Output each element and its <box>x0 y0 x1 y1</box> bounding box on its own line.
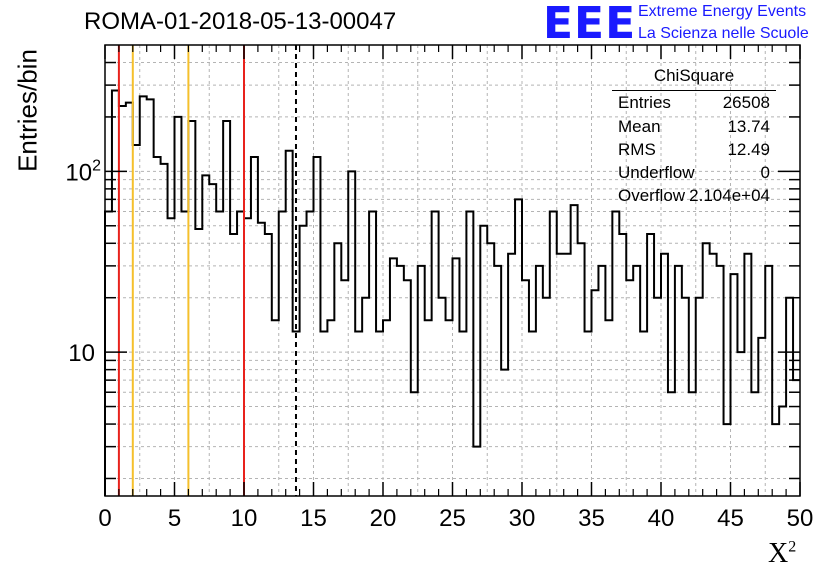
y-tick-label: 10 <box>68 340 95 367</box>
reference-lines <box>117 45 297 496</box>
x-tick-label: 10 <box>231 505 258 532</box>
stats-value: 26508 <box>722 93 770 112</box>
x-tick-label: 50 <box>787 505 814 532</box>
x-tick-label: 0 <box>98 505 111 532</box>
stats-value: 2.104e+04 <box>689 186 770 205</box>
x-tick-label: 25 <box>439 505 466 532</box>
eee-logo: EEE <box>543 0 637 49</box>
histogram-outline <box>104 89 800 496</box>
y-tick-label: 102 <box>65 157 101 186</box>
stats-key: Mean <box>618 117 661 136</box>
stats-value: 12.49 <box>727 140 770 159</box>
x-tick-label: 15 <box>300 505 327 532</box>
stats-key: Underflow <box>618 163 695 182</box>
axis-ticks: 0 5 10 15 20 25 30 35 40 45 50 10 102 <box>65 45 813 532</box>
y-axis-label: Entries/bin <box>12 49 43 172</box>
stats-separator <box>612 90 776 91</box>
logo-caption-2: La Scienza nelle Scuole <box>638 25 809 42</box>
histogram-bars <box>104 89 800 496</box>
x-tick-label: 35 <box>578 505 605 532</box>
x-tick-label: 5 <box>168 505 181 532</box>
stats-value: 13.74 <box>727 117 770 136</box>
stats-key: Overflow <box>618 186 686 205</box>
stats-key: RMS <box>618 140 656 159</box>
x-tick-label: 40 <box>648 505 675 532</box>
x-axis-label: X2 <box>768 538 797 569</box>
logo-caption-1: Extreme Energy Events <box>638 3 807 20</box>
stats-value: 0 <box>760 163 770 182</box>
chart-title: ROMA-01-2018-05-13-00047 <box>84 8 397 35</box>
stats-box: ChiSquare Entries 26508 Mean 13.74 RMS 1… <box>612 66 776 210</box>
stats-title: ChiSquare <box>653 66 735 85</box>
x-tick-label: 30 <box>509 505 536 532</box>
stats-key: Entries <box>618 93 671 112</box>
x-tick-label: 45 <box>717 505 744 532</box>
x-tick-label: 20 <box>370 505 397 532</box>
